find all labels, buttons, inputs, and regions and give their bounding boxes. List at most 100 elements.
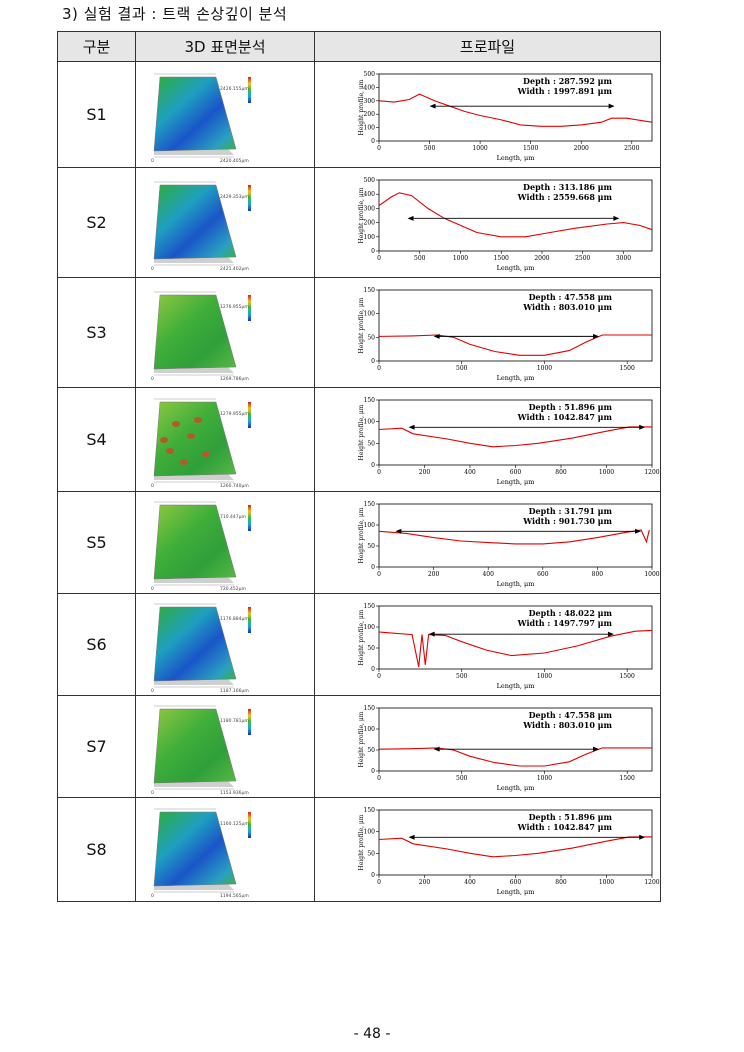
wear-debris-spot <box>187 433 195 439</box>
sample-id: S8 <box>57 797 136 902</box>
y-tick-label: 100 <box>364 311 376 318</box>
depth-annotation: Depth : 48.022 μm <box>529 608 613 618</box>
height-color-scale <box>248 77 251 103</box>
surface-map-3d: 1279.955μm 1260.740μm 0 <box>151 398 251 489</box>
surface-map-cell: 2426.155μm 2420.405μm 0 <box>135 61 315 168</box>
x-tick-label: 500 <box>424 145 436 152</box>
x-tick-label: 0 <box>377 673 381 680</box>
width-arrow <box>407 215 620 221</box>
sample-id: S2 <box>57 167 136 278</box>
section-title: 3) 실험 결과 : 트랙 손상깊이 분석 <box>62 5 288 23</box>
x-tick-label: 600 <box>510 879 522 886</box>
height-color-scale <box>248 402 251 428</box>
map-dimension-x: 720.452μm <box>220 586 246 592</box>
y-tick-label: 100 <box>364 829 376 836</box>
width-annotation: Width : 1997.891 μm <box>517 86 613 96</box>
y-tick-label: 400 <box>364 191 376 198</box>
x-tick-label: 200 <box>428 571 440 578</box>
y-tick-label: 0 <box>371 872 375 879</box>
profile-cell: 150 100 50 0 0 500 1000 1500 Length, μm Height pr… <box>314 277 661 388</box>
y-tick-label: 0 <box>371 564 375 571</box>
map-dimension-y: 2426.155μm <box>220 86 249 92</box>
surface-map-cell: 1279.955μm 1260.740μm 0 <box>135 387 315 492</box>
x-axis-label: Length, μm <box>497 374 535 382</box>
x-tick-label: 2500 <box>624 145 639 152</box>
page-number: - 48 - <box>353 1026 391 1042</box>
y-tick-label: 150 <box>364 397 376 404</box>
x-axis-label: Length, μm <box>497 154 535 162</box>
x-tick-label: 0 <box>377 255 381 262</box>
x-tick-label: 800 <box>555 469 567 476</box>
sample-id: S7 <box>57 695 136 798</box>
width-arrow <box>408 424 646 430</box>
profile-cell: 150 100 50 0 0 200 400 600 800 1000 Length, μm Heig… <box>314 491 661 594</box>
map-origin-label: 0 <box>151 158 154 164</box>
width-annotation: Width : 1497.797 μm <box>517 618 613 628</box>
surface-map-cell: 1176.884μm 1187.166μm 0 <box>135 593 315 696</box>
y-tick-label: 50 <box>367 850 375 857</box>
y-tick-label: 100 <box>364 624 376 631</box>
width-arrow <box>429 103 615 109</box>
table-row: S5 710.447μm 720.452μm 0 150 100 50 0 0 200 400 600… <box>57 491 661 594</box>
profile-cell: 150 100 50 0 0 500 1000 1500 Length, μm Height pr… <box>314 593 661 696</box>
surface-topography <box>153 76 237 152</box>
surface-map-cell: 2429.353μm 2421.402μm 0 <box>135 167 315 278</box>
y-tick-label: 200 <box>364 111 376 118</box>
profile-series-line <box>378 629 653 668</box>
wear-debris-spot <box>160 437 168 443</box>
sample-id: S4 <box>57 387 136 492</box>
map-dimension-x: 1187.166μm <box>220 688 249 694</box>
surface-map-cell: 1160.125μm 1194.565μm 0 <box>135 797 315 902</box>
width-arrow <box>433 746 600 752</box>
surface-topography <box>153 504 237 580</box>
sample-id: S5 <box>57 491 136 594</box>
y-axis-label: Height profile, μm <box>358 507 365 563</box>
x-tick-label: 400 <box>482 571 494 578</box>
map-dimension-x: 2420.405μm <box>220 158 249 164</box>
depth-annotation: Depth : 31.791 μm <box>529 506 613 516</box>
wear-debris-spot <box>202 451 210 457</box>
x-tick-label: 1000 <box>537 365 552 372</box>
width-annotation: Width : 1042.847 μm <box>517 822 613 832</box>
x-tick-label: 800 <box>555 879 567 886</box>
surface-map-3d: 710.447μm 720.452μm 0 <box>151 501 251 592</box>
height-color-scale <box>248 607 251 633</box>
x-axis-label: Length, μm <box>497 264 535 272</box>
y-tick-label: 0 <box>371 138 375 145</box>
sample-id: S6 <box>57 593 136 696</box>
x-tick-label: 1500 <box>620 673 635 680</box>
y-axis-label: Height profile, μm <box>358 711 365 767</box>
surface-map-3d: 1276.955μm 1269.786μm 0 <box>151 291 251 382</box>
map-origin-label: 0 <box>151 376 154 382</box>
table-row: S6 1176.884μm 1187.166μm 0 150 100 50 0 0 500 1000… <box>57 593 661 696</box>
x-tick-label: 600 <box>537 571 549 578</box>
y-axis-label: Height profile, μm <box>358 297 365 353</box>
map-origin-label: 0 <box>151 266 154 272</box>
x-tick-label: 0 <box>377 879 381 886</box>
y-tick-label: 100 <box>364 522 376 529</box>
y-tick-label: 150 <box>364 807 376 814</box>
header-profile: 프로파일 <box>314 31 661 62</box>
x-tick-label: 1200 <box>644 879 659 886</box>
x-tick-label: 200 <box>419 879 431 886</box>
x-tick-label: 1500 <box>523 145 538 152</box>
map-origin-label: 0 <box>151 586 154 592</box>
surface-map-3d: 1160.125μm 1194.565μm 0 <box>151 808 251 899</box>
x-tick-label: 0 <box>377 571 381 578</box>
x-tick-label: 600 <box>510 469 522 476</box>
table-row: S1 2426.155μm 2420.405μm 0 500 400 300 200 100 0 0… <box>57 61 661 168</box>
wear-debris-spot <box>166 448 174 454</box>
height-profile-chart: 150 100 50 00 200 400 600 800 1000 Length, μm Heig… <box>358 501 660 588</box>
depth-annotation: Depth : 47.558 μm <box>529 710 613 720</box>
table-row: S3 1276.955μm 1269.786μm 0 150 100 50 0 0 500 1000… <box>57 277 661 388</box>
surface-topography <box>153 401 237 477</box>
width-arrow <box>408 834 646 840</box>
surface-map-3d: 1176.884μm 1187.166μm 0 <box>151 603 251 694</box>
y-tick-label: 50 <box>367 543 375 550</box>
y-tick-label: 100 <box>364 234 376 241</box>
height-color-scale <box>248 295 251 321</box>
header-3d-analysis: 3D 표면분석 <box>135 31 315 62</box>
results-table: 구분 3D 표면분석 프로파일 S1 2426.155μm 2420.405μm 0 5… <box>57 31 661 902</box>
table-row: S8 1160.125μm 1194.565μm 0 150 100 50 0 0 200 400 6… <box>57 797 661 902</box>
x-tick-label: 1500 <box>620 365 635 372</box>
